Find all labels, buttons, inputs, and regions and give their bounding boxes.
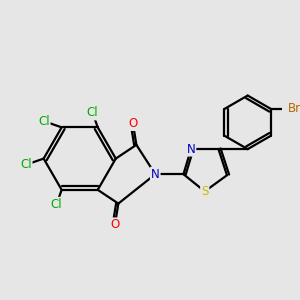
Text: N: N: [151, 168, 160, 181]
Text: N: N: [187, 142, 195, 156]
Text: S: S: [201, 185, 208, 198]
Text: O: O: [128, 117, 138, 130]
Text: Br: Br: [288, 102, 300, 116]
Text: Cl: Cl: [20, 158, 32, 171]
Text: O: O: [110, 218, 119, 231]
Text: Cl: Cl: [87, 106, 98, 119]
Text: Cl: Cl: [38, 115, 50, 128]
Text: Cl: Cl: [51, 198, 62, 211]
